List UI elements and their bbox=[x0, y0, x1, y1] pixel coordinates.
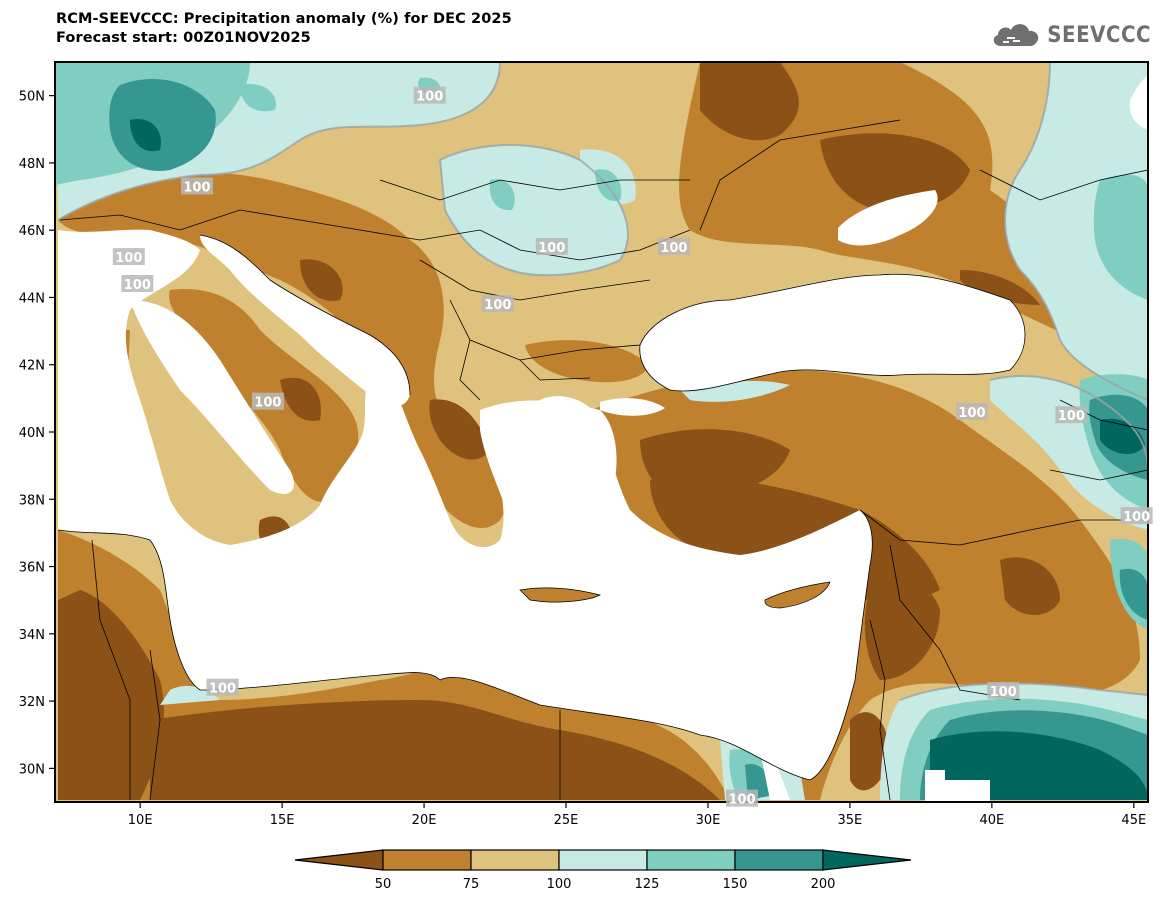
colorbar-segment bbox=[382, 849, 472, 871]
colorbar-segment bbox=[470, 849, 560, 871]
x-tick-label: 45E bbox=[1121, 813, 1146, 828]
crete bbox=[519, 587, 602, 603]
sea-areas bbox=[58, 75, 1148, 802]
contour-label-text: 100 bbox=[728, 793, 755, 808]
sea-of-azov bbox=[838, 190, 938, 246]
y-tick-label: 32N bbox=[19, 695, 45, 710]
colorbar-segment bbox=[646, 849, 736, 871]
colorbar-label: 125 bbox=[635, 877, 660, 892]
contour-label: 100 bbox=[206, 678, 239, 697]
x-tick-label: 20E bbox=[412, 813, 437, 828]
x-tick-label: 15E bbox=[270, 813, 295, 828]
x-tick-label: 30E bbox=[696, 813, 721, 828]
y-tick-label: 50N bbox=[19, 90, 45, 105]
contour-label: 100 bbox=[955, 402, 988, 421]
contour-label: 100 bbox=[481, 295, 514, 313]
borders bbox=[57, 119, 1148, 801]
aegean-sea bbox=[480, 400, 617, 560]
colorbar-segment-lt-50 bbox=[294, 849, 384, 871]
contour-label-text: 100 bbox=[958, 406, 985, 421]
contour-label: 100 bbox=[1120, 507, 1153, 525]
title-line-1: RCM-SEEVCCC: Precipitation anomaly (%) f… bbox=[56, 11, 512, 27]
cyprus bbox=[764, 581, 831, 609]
y-tick-label: 36N bbox=[19, 561, 45, 576]
contour-label-text: 100 bbox=[115, 251, 142, 266]
colorbar-label: 50 bbox=[375, 877, 392, 892]
colorbar-label: 75 bbox=[463, 877, 480, 892]
y-tick-label: 42N bbox=[19, 359, 45, 374]
contour-label-text: 100 bbox=[124, 278, 151, 293]
y-tick-label: 46N bbox=[19, 224, 45, 239]
colorbar-label: 150 bbox=[723, 877, 748, 892]
contour-label-text: 100 bbox=[990, 685, 1017, 700]
seevccc-logo: SEEVCCC bbox=[989, 20, 1151, 50]
colorbar-segment bbox=[558, 849, 648, 871]
contour-label-text: 100 bbox=[538, 241, 565, 256]
axes: 10E 15E 20E 25E 30E 35E 40E 45E 30N 32N 34N 36N 38N 4… bbox=[19, 90, 1146, 828]
anomaly-field bbox=[55, 62, 1148, 802]
y-tick-label: 48N bbox=[19, 157, 45, 172]
contour-label: 100 bbox=[251, 392, 284, 411]
contour-label: 100 bbox=[726, 789, 759, 808]
contour-label-text: 100 bbox=[209, 682, 236, 697]
contour-label: 100 bbox=[413, 86, 446, 105]
contour-label: 100 bbox=[1055, 406, 1088, 424]
x-tick-label: 10E bbox=[128, 813, 153, 828]
contour-label-text: 100 bbox=[484, 298, 511, 313]
colorbar-segment-gt-200 bbox=[822, 849, 912, 871]
y-tick-label: 44N bbox=[19, 291, 45, 306]
y-tick-label: 30N bbox=[19, 762, 45, 777]
colorbar: 50 75 100 125 150 200 bbox=[294, 849, 912, 892]
x-tick-label: 40E bbox=[979, 813, 1004, 828]
y-tick-label: 34N bbox=[19, 628, 45, 643]
y-tick-label: 38N bbox=[19, 493, 45, 508]
contour-label-text: 100 bbox=[254, 396, 281, 411]
colorbar-label: 200 bbox=[811, 877, 836, 892]
mediterranean-sea bbox=[58, 229, 873, 781]
contour-label-text: 100 bbox=[416, 90, 443, 105]
y-tick-label: 40N bbox=[19, 426, 45, 441]
contour-label-text: 100 bbox=[660, 241, 687, 256]
x-tick-label: 35E bbox=[838, 813, 863, 828]
x-tick-label: 25E bbox=[554, 813, 579, 828]
colorbar-segment bbox=[734, 849, 824, 871]
contour-label: 100 bbox=[180, 177, 213, 195]
contour-label-text: 100 bbox=[183, 180, 210, 195]
contour-label: 100 bbox=[121, 275, 154, 293]
black-sea bbox=[639, 274, 1025, 391]
map-title: RCM-SEEVCCC: Precipitation anomaly (%) f… bbox=[56, 10, 512, 48]
contour-label: 100 bbox=[535, 238, 568, 256]
colorbar-label: 100 bbox=[547, 877, 572, 892]
islands bbox=[519, 581, 831, 609]
contour-label: 100 bbox=[987, 682, 1020, 700]
adriatic-sea bbox=[200, 235, 410, 407]
title-line-2: Forecast start: 00Z01NOV2025 bbox=[56, 30, 311, 46]
contour-label: 100 bbox=[657, 238, 690, 256]
logo-text: SEEVCCC bbox=[1047, 22, 1151, 48]
contour-label-text: 100 bbox=[1058, 409, 1085, 424]
contour-label: 100 bbox=[112, 248, 145, 266]
contour-labels: 100 100 100 100 100 100 100 100 100 100 100 100 100 1… bbox=[112, 86, 1153, 808]
cloud-logo-icon bbox=[994, 24, 1039, 46]
contour-label-text: 100 bbox=[1123, 510, 1150, 525]
